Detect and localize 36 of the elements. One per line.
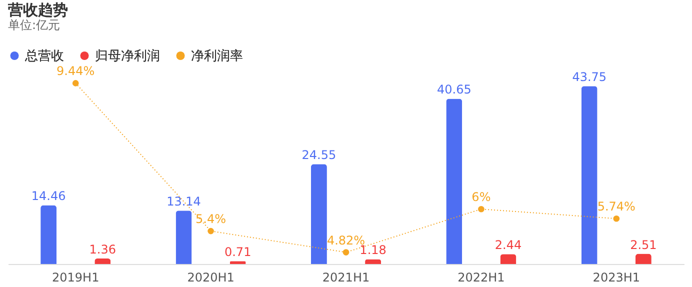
x-tick-label: 2019H1 [52, 270, 100, 284]
data-label: 5.74% [597, 200, 636, 214]
bar [500, 254, 516, 264]
data-label: 0.71 [224, 245, 252, 260]
legend-label: 净利润率 [191, 48, 243, 64]
x-tick-label: 2021H1 [322, 270, 370, 284]
data-label: 40.65 [436, 82, 472, 97]
data-label: 5.4% [196, 212, 226, 226]
bar [581, 86, 598, 264]
bar [176, 210, 192, 264]
x-tick-label: 2020H1 [187, 270, 234, 284]
data-label: 14.46 [31, 189, 66, 204]
point [72, 80, 79, 86]
legend-label: 归母净利润 [95, 48, 160, 64]
bar [446, 98, 462, 264]
point [342, 249, 350, 256]
bar [40, 205, 57, 264]
data-label: 2.51 [630, 238, 657, 252]
point [613, 215, 620, 222]
chart-title: 营收趋势 [7, 1, 68, 20]
data-label: 43.75 [572, 70, 607, 84]
chart-subtitle: 单位:亿元 [8, 18, 60, 32]
x-tick-label: 2023H1 [592, 270, 640, 284]
bar [635, 254, 652, 264]
point [208, 228, 214, 234]
data-label: 2.44 [494, 238, 522, 252]
point [478, 206, 484, 212]
data-label: 24.55 [302, 148, 336, 162]
data-label: 9.44% [56, 64, 95, 78]
bar [94, 258, 111, 264]
bar [310, 164, 327, 264]
data-label: 6% [472, 190, 491, 204]
x-tick-label: 2022H1 [458, 270, 505, 284]
data-label: 1.36 [89, 242, 116, 256]
legend-label: 总营收 [24, 48, 64, 64]
data-label: 13.14 [166, 194, 201, 209]
